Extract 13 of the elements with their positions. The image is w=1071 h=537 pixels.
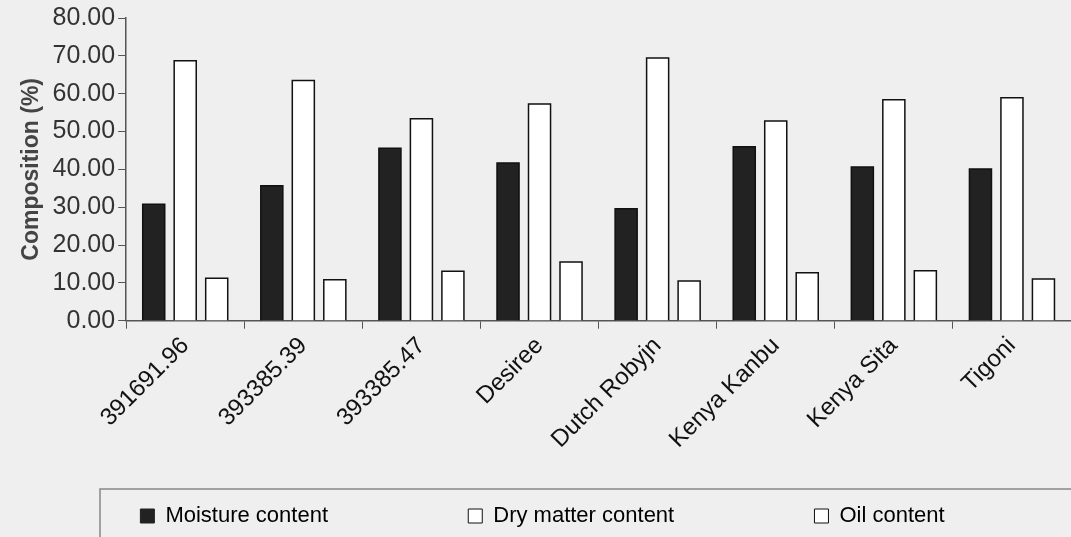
y-tick-label: 50.00 <box>52 115 116 144</box>
y-tick-label: 0.00 <box>66 304 116 333</box>
y-tick-label: 20.00 <box>52 228 116 257</box>
legend-label: Moisture content <box>165 502 451 528</box>
legend-label: Dry matter content <box>493 502 797 528</box>
legend-label: Oil content <box>839 502 945 528</box>
y-tick-label: 40.00 <box>52 153 116 182</box>
y-tick-label: 10.00 <box>52 266 116 295</box>
y-axis-title: Composition (%) <box>17 78 44 261</box>
y-tick-label: 60.00 <box>52 77 116 106</box>
y-tick-label: 30.00 <box>52 191 116 220</box>
y-tick-label: 80.00 <box>52 1 116 30</box>
y-tick-label: 70.00 <box>52 39 116 68</box>
